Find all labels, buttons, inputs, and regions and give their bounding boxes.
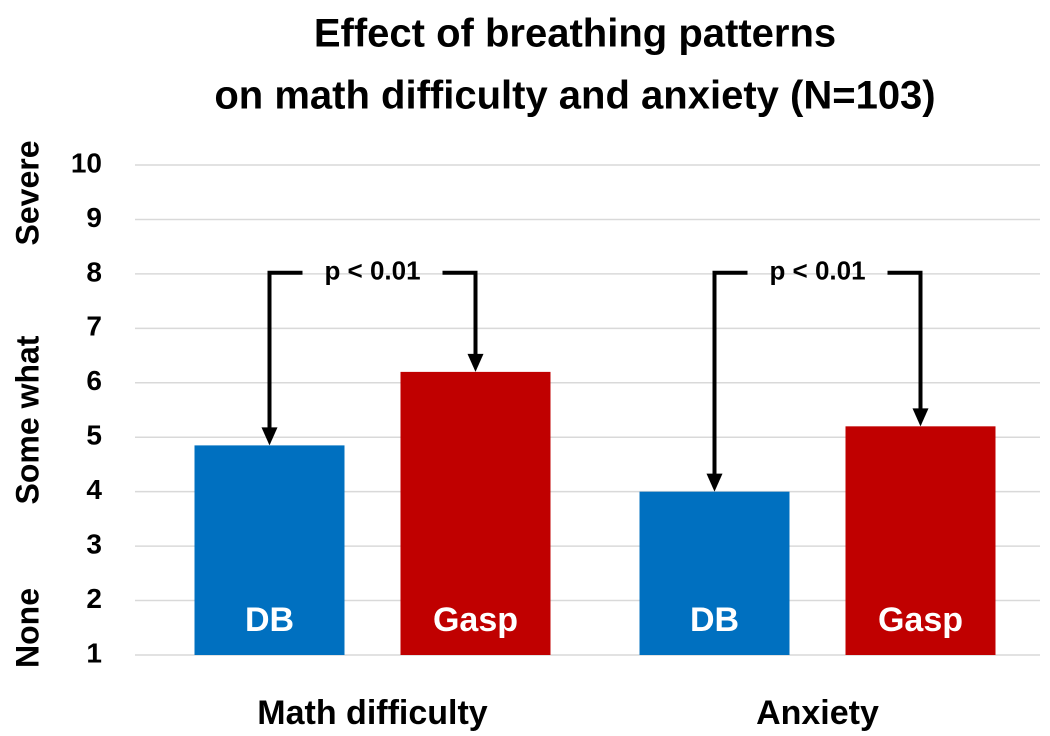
y-tick-label: 9 (86, 202, 102, 233)
annotation: p < 0.01 (769, 256, 865, 286)
bracket (442, 270, 478, 356)
arrowhead (706, 473, 723, 492)
y-tick-label: 3 (86, 529, 102, 560)
bar (845, 426, 996, 655)
arrowhead (467, 353, 484, 372)
bar-label: Gasp (433, 601, 518, 639)
chart-title: Effect of breathing patterns (314, 12, 836, 56)
x-tick-label: Math difficulty (257, 694, 488, 732)
y-band-label: None (9, 588, 45, 668)
bar-label: DB (245, 601, 294, 639)
y-band-label: Some what (9, 335, 45, 504)
bracket (267, 270, 303, 430)
bar-label: Gasp (878, 601, 963, 639)
arrowhead (261, 427, 278, 446)
y-tick-label: 8 (86, 256, 102, 287)
bar (639, 491, 790, 655)
arrowhead (912, 408, 929, 427)
y-tick-label: 4 (86, 474, 102, 505)
bar-label: DB (690, 601, 739, 639)
y-tick-label: 7 (86, 311, 102, 342)
annotation: p < 0.01 (324, 256, 420, 286)
bracket (887, 270, 923, 411)
y-tick-label: 6 (86, 365, 102, 396)
y-tick-label: 10 (71, 147, 102, 178)
bracket (712, 270, 748, 476)
y-tick-label: 1 (86, 637, 102, 668)
y-band-label: Severe (9, 141, 45, 246)
chart-title: on math difficulty and anxiety (N=103) (214, 74, 935, 118)
x-tick-label: Anxiety (756, 694, 879, 732)
bar (194, 445, 345, 655)
y-tick-label: 5 (86, 420, 102, 451)
y-tick-label: 2 (86, 583, 102, 614)
bar (400, 371, 551, 655)
